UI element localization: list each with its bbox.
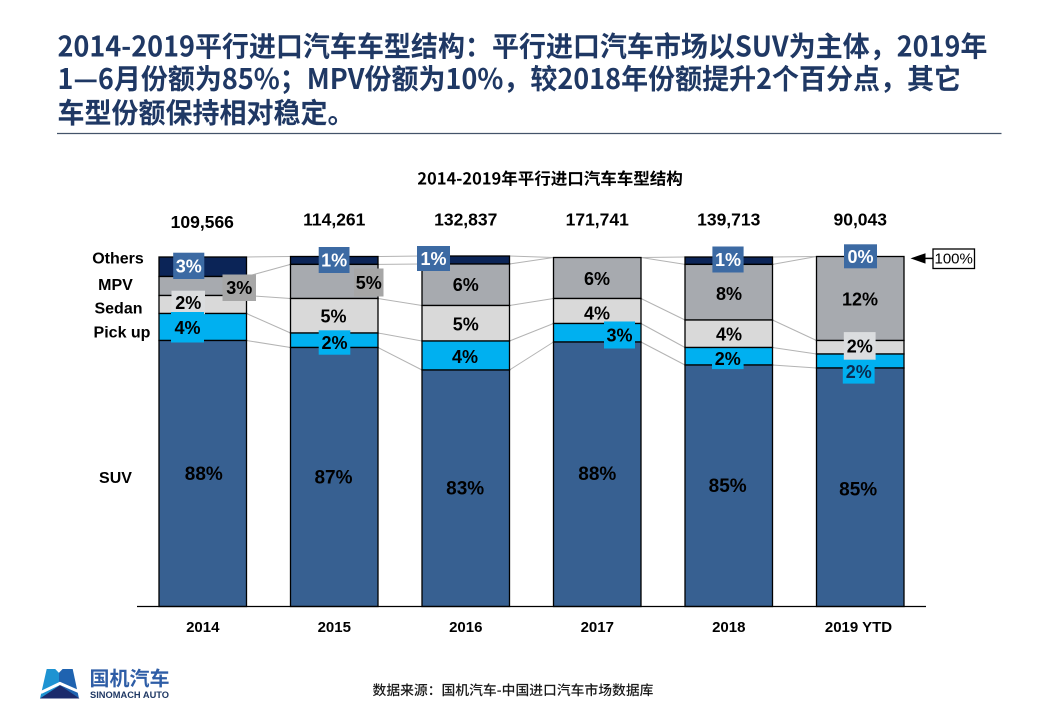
svg-text:109,566: 109,566 bbox=[171, 212, 235, 232]
svg-text:88%: 88% bbox=[185, 464, 223, 485]
svg-text:2015: 2015 bbox=[318, 619, 351, 636]
svg-text:2019 YTD: 2019 YTD bbox=[825, 619, 892, 636]
svg-text:88%: 88% bbox=[578, 464, 616, 485]
svg-text:SUV: SUV bbox=[99, 470, 132, 487]
svg-text:114,261: 114,261 bbox=[303, 210, 366, 230]
svg-text:MPV: MPV bbox=[98, 277, 133, 294]
svg-text:2017: 2017 bbox=[581, 619, 614, 636]
svg-text:3%: 3% bbox=[176, 256, 202, 276]
svg-text:Sedan: Sedan bbox=[94, 300, 142, 317]
svg-text:5%: 5% bbox=[356, 273, 382, 293]
svg-text:3%: 3% bbox=[226, 278, 252, 298]
svg-text:8%: 8% bbox=[716, 284, 742, 304]
svg-text:2%: 2% bbox=[321, 333, 347, 353]
svg-text:4%: 4% bbox=[174, 318, 200, 338]
svg-text:0%: 0% bbox=[847, 247, 873, 267]
svg-text:1%: 1% bbox=[715, 250, 741, 270]
svg-text:1%: 1% bbox=[420, 249, 446, 269]
svg-text:2%: 2% bbox=[715, 349, 741, 369]
svg-text:Others: Others bbox=[92, 251, 144, 268]
svg-text:2018: 2018 bbox=[712, 619, 745, 636]
svg-text:12%: 12% bbox=[842, 290, 878, 310]
svg-text:5%: 5% bbox=[453, 315, 479, 335]
svg-text:6%: 6% bbox=[453, 275, 479, 295]
svg-text:Pick up: Pick up bbox=[94, 325, 151, 342]
svg-text:90,043: 90,043 bbox=[833, 210, 887, 230]
svg-text:4%: 4% bbox=[716, 325, 742, 345]
svg-text:100%: 100% bbox=[935, 251, 973, 268]
svg-text:3%: 3% bbox=[606, 326, 632, 346]
svg-text:5%: 5% bbox=[320, 307, 346, 327]
svg-text:83%: 83% bbox=[446, 479, 484, 500]
svg-text:SINOMACH AUTO: SINOMACH AUTO bbox=[90, 690, 169, 700]
svg-text:6%: 6% bbox=[584, 269, 610, 289]
svg-text:2%: 2% bbox=[846, 362, 872, 382]
svg-text:4%: 4% bbox=[584, 304, 610, 324]
svg-text:87%: 87% bbox=[314, 467, 352, 488]
svg-text:4%: 4% bbox=[452, 347, 478, 367]
svg-text:2014: 2014 bbox=[186, 619, 220, 636]
svg-text:85%: 85% bbox=[709, 476, 747, 497]
svg-text:139,713: 139,713 bbox=[697, 210, 761, 230]
svg-text:132,837: 132,837 bbox=[434, 210, 497, 230]
svg-text:1%: 1% bbox=[321, 251, 347, 271]
svg-text:2016: 2016 bbox=[449, 619, 482, 636]
svg-text:85%: 85% bbox=[839, 479, 877, 500]
svg-text:2%: 2% bbox=[175, 293, 201, 313]
svg-text:171,741: 171,741 bbox=[566, 210, 630, 230]
svg-text:2%: 2% bbox=[847, 337, 873, 357]
